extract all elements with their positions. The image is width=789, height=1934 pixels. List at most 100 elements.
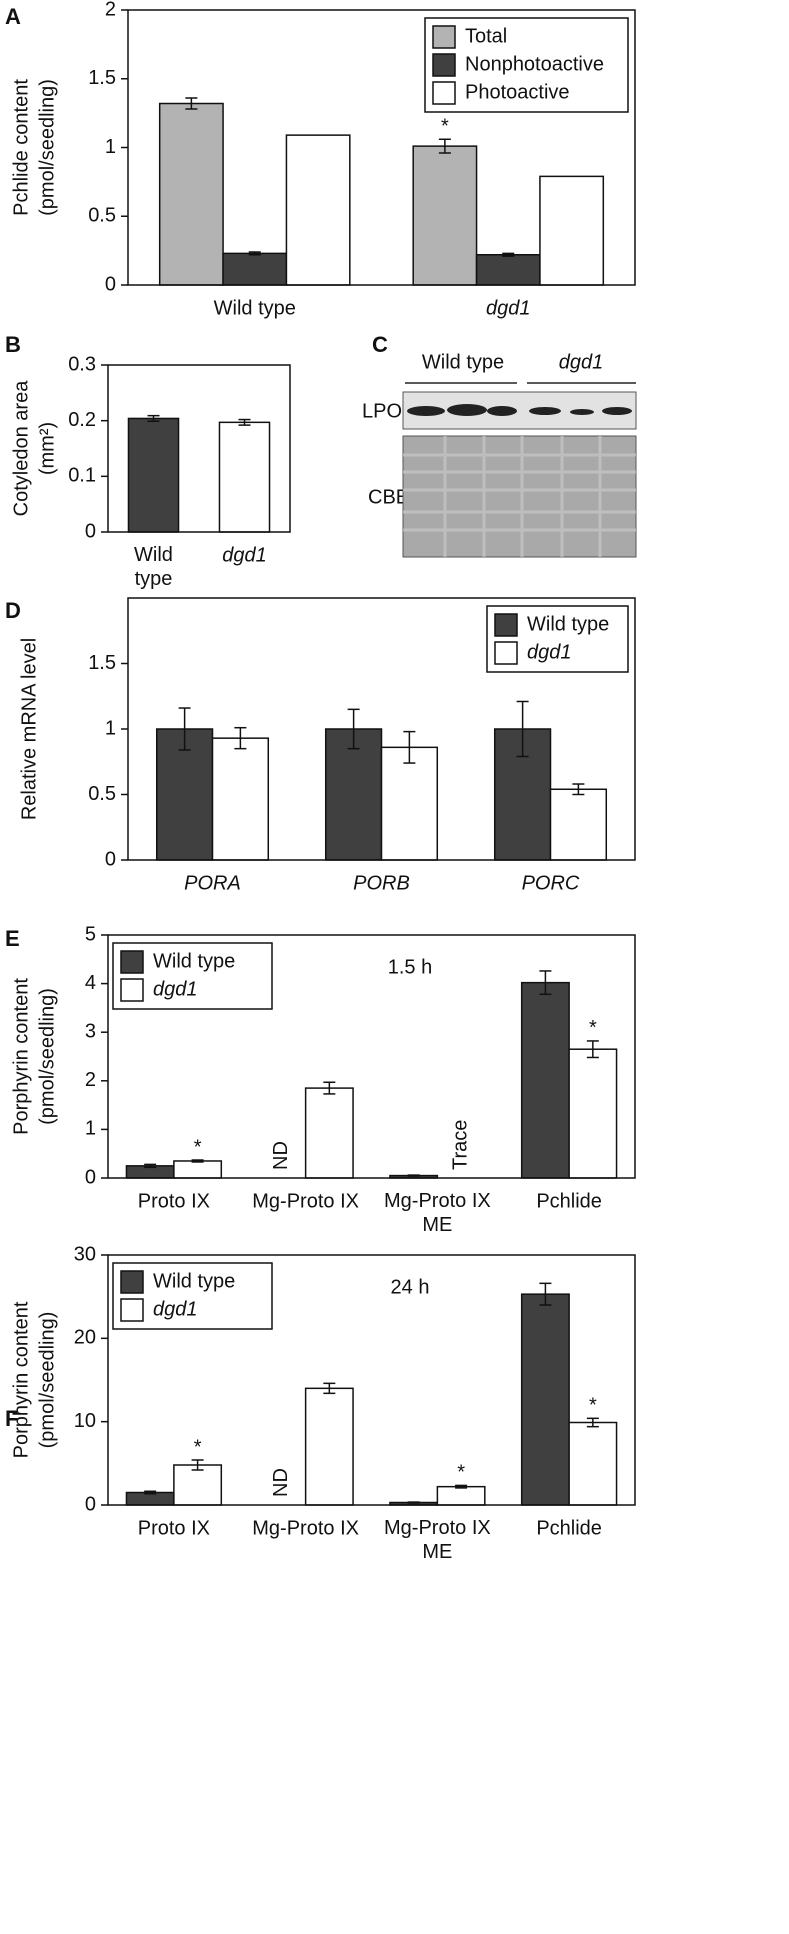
error-bar xyxy=(516,700,529,758)
bar xyxy=(304,1387,354,1506)
x-tick-label: Wild type xyxy=(214,297,296,319)
legend-swatch xyxy=(120,1270,144,1294)
panel-letter: E xyxy=(5,926,20,951)
error-bar xyxy=(234,726,247,750)
y-tick-label: 0.5 xyxy=(88,783,116,805)
chart-panel: E Porphyrin content (pmol/seedling) 0 1 2 3 4 5 *… xyxy=(5,923,636,1236)
bar xyxy=(436,1485,486,1506)
plot-frame xyxy=(127,9,636,286)
chart-panel: A Pchlide content (pmol/seedling) 0 0.5 1 1.5 2… xyxy=(5,0,636,319)
chart-panel: D Relative mRNA level 0 0.5 1 1.5 PORA PORB PORC… xyxy=(5,597,636,894)
panel-letter: C xyxy=(372,332,388,357)
y-axis-label: (pmol/seedling) xyxy=(36,1312,58,1449)
y-axis-label: Pchlide content xyxy=(10,79,32,216)
blot-group-label: Wild type xyxy=(422,351,504,373)
bar xyxy=(539,175,605,286)
y-axis-label: (pmol/seedling) xyxy=(36,988,58,1125)
legend-label: Wild type xyxy=(153,950,235,972)
blot-row-label: CBB xyxy=(368,486,409,508)
y-tick-label: 1.5 xyxy=(88,652,116,674)
error-bar xyxy=(572,783,585,796)
error-bar xyxy=(407,1174,420,1177)
y-tick-label: 0.1 xyxy=(68,465,96,487)
panel-note: 24 h xyxy=(391,1276,430,1298)
y-axis-label: Porphyrin content xyxy=(10,1301,32,1458)
legend: Wild type dgd1 xyxy=(112,1262,273,1330)
x-tick-label: PORC xyxy=(522,872,580,894)
y-tick-label: 1.5 xyxy=(88,67,116,89)
bar xyxy=(520,981,570,1179)
blot-stain-texture xyxy=(403,436,636,557)
error-bar xyxy=(323,1382,336,1395)
y-tick-label: 0 xyxy=(105,273,116,295)
legend-label: Nonphotoactive xyxy=(465,53,604,75)
panel-note: 1.5 h xyxy=(388,956,432,978)
error-bar xyxy=(586,1417,599,1428)
blot-panel: C Wild type dgd1 LPOR CBB xyxy=(362,332,637,558)
panel-letter: D xyxy=(5,598,21,623)
bar xyxy=(520,1293,570,1506)
legend: Total Nonphotoactive Photoactive xyxy=(424,17,629,113)
x-tick-label: PORA xyxy=(184,872,241,894)
error-bar xyxy=(178,707,191,751)
y-tick-label: 4 xyxy=(85,972,96,994)
y-tick-label: 0 xyxy=(85,520,96,542)
x-tick-label: Pchlide xyxy=(536,1517,602,1539)
y-tick-label: 30 xyxy=(74,1243,96,1265)
bar xyxy=(222,252,288,286)
bar xyxy=(218,421,271,533)
error-bar xyxy=(586,1040,599,1059)
bar xyxy=(173,1464,223,1506)
error-bar xyxy=(248,251,261,256)
y-axis-label: Porphyrin content xyxy=(10,978,32,1135)
significance-marker: * xyxy=(194,1136,202,1158)
error-bar xyxy=(144,1490,157,1495)
legend-label: dgd1 xyxy=(153,1298,198,1320)
x-tick-label: Mg-Proto IX xyxy=(252,1517,359,1539)
legend-swatch xyxy=(120,1298,144,1322)
legend-label: Photoactive xyxy=(465,81,570,103)
y-axis-label: (mm²) xyxy=(36,422,58,475)
x-tick-label: Pchlide xyxy=(536,1190,602,1212)
plot-frame xyxy=(127,597,636,861)
error-bar xyxy=(438,138,451,154)
legend-swatch xyxy=(432,53,456,77)
x-tick-label: Mg-Proto IX xyxy=(252,1190,359,1212)
legend-swatch xyxy=(120,978,144,1002)
bar xyxy=(155,728,214,861)
bar xyxy=(211,737,270,861)
y-tick-label: 20 xyxy=(74,1327,96,1349)
legend: Wild type dgd1 xyxy=(486,605,629,673)
x-tick-label: Wild type xyxy=(134,544,173,590)
y-tick-label: 5 xyxy=(85,923,96,945)
legend-swatch xyxy=(432,81,456,105)
panel-letter: B xyxy=(5,332,21,357)
bar xyxy=(304,1087,354,1179)
error-bar xyxy=(455,1484,468,1489)
bar-note: ND xyxy=(270,1141,292,1170)
y-tick-label: 1 xyxy=(85,1118,96,1140)
legend-label: Wild type xyxy=(153,1270,235,1292)
x-tick-label: PORB xyxy=(353,872,410,894)
y-tick-label: 1 xyxy=(105,717,116,739)
y-tick-label: 2 xyxy=(85,1069,96,1091)
error-bar xyxy=(403,730,416,764)
x-tick-label: Proto IX xyxy=(138,1190,210,1212)
x-tick-label: dgd1 xyxy=(222,544,267,566)
bar xyxy=(127,417,180,533)
blot-bands xyxy=(407,404,632,416)
legend-box xyxy=(424,17,629,113)
blot-group-label: dgd1 xyxy=(559,351,604,373)
y-tick-label: 0 xyxy=(85,1493,96,1515)
legend-label: dgd1 xyxy=(153,978,198,1000)
y-tick-label: 0.2 xyxy=(68,409,96,431)
error-bar xyxy=(347,708,360,750)
plot-frame xyxy=(107,1254,636,1506)
error-bar xyxy=(191,1159,204,1163)
bar xyxy=(549,788,608,861)
error-bar xyxy=(323,1081,336,1095)
error-bar xyxy=(407,1501,420,1504)
bar-note: ND xyxy=(270,1468,292,1497)
y-tick-label: 10 xyxy=(74,1410,96,1432)
